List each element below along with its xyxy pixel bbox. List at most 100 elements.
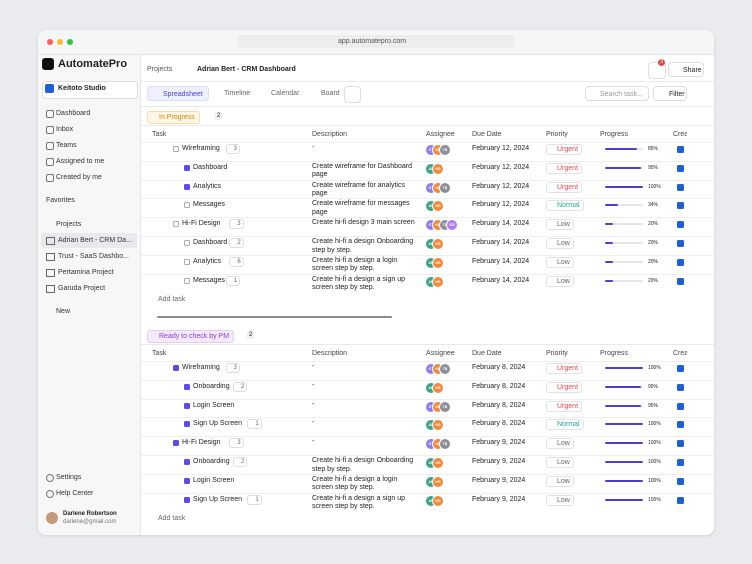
avatar: HG: [432, 257, 444, 269]
nav-item[interactable]: Assigned to me: [56, 158, 104, 165]
nav-item[interactable]: Inbox: [56, 126, 73, 133]
task-name[interactable]: Analytics: [193, 258, 221, 265]
tab[interactable]: Board: [306, 86, 345, 101]
priority: Urgent: [546, 401, 582, 412]
workspace: Keitoto Studio: [58, 85, 106, 92]
hline: [141, 361, 714, 362]
project-icon: [46, 253, 55, 261]
due-date: February 8, 2024: [472, 383, 525, 390]
task-name[interactable]: Wireframing: [182, 145, 220, 152]
checkbox[interactable]: [184, 384, 190, 390]
created-icon: [677, 440, 684, 447]
due-date: February 8, 2024: [472, 364, 525, 371]
new[interactable]: New: [56, 308, 70, 315]
minimize[interactable]: [57, 39, 63, 45]
task-name[interactable]: Dashboard: [193, 239, 227, 246]
created-icon: [677, 278, 684, 285]
checkbox[interactable]: [184, 459, 190, 465]
search[interactable]: Search task...: [585, 86, 649, 101]
checkbox[interactable]: [184, 403, 190, 409]
hline: [141, 217, 714, 218]
created-icon: [677, 384, 684, 391]
column-header: Description: [312, 131, 347, 138]
project[interactable]: Adrian Bert - CRM Da...: [58, 237, 132, 244]
hline: [141, 236, 714, 237]
task-name[interactable]: Sign Up Screen: [193, 420, 242, 427]
description: Create hi-fi a design a sign up screen s…: [312, 276, 420, 293]
progress-label: 100%: [648, 497, 661, 503]
task-name[interactable]: Hi-Fi Design: [182, 220, 221, 227]
checkbox[interactable]: [184, 497, 190, 503]
maximize[interactable]: [67, 39, 73, 45]
created-icon: [677, 365, 684, 372]
due-date: February 9, 2024: [472, 477, 525, 484]
add-tab[interactable]: [344, 86, 361, 103]
checkbox[interactable]: [173, 221, 179, 227]
nav-item[interactable]: Teams: [56, 142, 77, 149]
checkbox[interactable]: [184, 278, 190, 284]
section-title: Projects: [56, 221, 81, 228]
subtask-count: 3: [226, 144, 240, 154]
task-name[interactable]: Messages: [193, 277, 225, 284]
task-name[interactable]: Messages: [193, 201, 225, 208]
checkbox[interactable]: [184, 421, 190, 427]
filter[interactable]: Filter: [653, 86, 687, 101]
column-header: Priority: [546, 131, 568, 138]
checkbox[interactable]: [173, 440, 179, 446]
progress-label: 95%: [648, 384, 658, 390]
checkbox[interactable]: [184, 478, 190, 484]
task-name[interactable]: Dashboard: [193, 164, 227, 171]
due-date: February 12, 2024: [472, 183, 529, 190]
progress-bar: [605, 442, 643, 444]
task-name[interactable]: Sign Up Screen: [193, 496, 242, 503]
tab[interactable]: Spreadsheet: [147, 86, 209, 101]
add-task[interactable]: Add task: [158, 515, 185, 522]
nav-icon: [46, 158, 54, 166]
checkbox[interactable]: [173, 146, 179, 152]
task-name[interactable]: Wireframing: [182, 364, 220, 371]
nav-item[interactable]: Created by me: [56, 174, 102, 181]
project[interactable]: Pertamina Project: [58, 269, 114, 276]
checkbox[interactable]: [184, 184, 190, 190]
checkbox[interactable]: [184, 259, 190, 265]
hline: [141, 380, 714, 381]
section-title: Favorites: [46, 197, 75, 204]
tab[interactable]: Timeline: [209, 86, 255, 101]
hline: [141, 142, 714, 143]
due-date: February 8, 2024: [472, 420, 525, 427]
description: -: [312, 438, 420, 447]
breadcrumb[interactable]: Projects: [147, 66, 172, 73]
add-task[interactable]: Add task: [158, 296, 185, 303]
checkbox[interactable]: [173, 365, 179, 371]
task-name[interactable]: Onboarding: [193, 383, 230, 390]
group-label[interactable]: In Progress: [147, 111, 200, 124]
brand: AutomatePro: [58, 58, 127, 70]
task-name[interactable]: Login Screen: [193, 402, 234, 409]
checkbox[interactable]: [184, 202, 190, 208]
task-name[interactable]: Analytics: [193, 183, 221, 190]
checkbox[interactable]: [184, 165, 190, 171]
priority: Low: [546, 238, 574, 249]
project[interactable]: Garuda Project: [58, 285, 105, 292]
nav-icon: [46, 490, 54, 498]
description: Create hi-fi a design a sign up screen s…: [312, 495, 420, 512]
hline: [141, 274, 714, 275]
checkbox[interactable]: [184, 240, 190, 246]
description: -: [312, 144, 420, 153]
hline: [141, 493, 714, 494]
group-label[interactable]: Ready to check by PM: [147, 330, 234, 343]
task-name[interactable]: Hi-Fi Design: [182, 439, 221, 446]
nav-item[interactable]: Dashboard: [56, 110, 90, 117]
task-name[interactable]: Onboarding: [193, 458, 230, 465]
description: -: [312, 382, 420, 391]
tab[interactable]: Calendar: [256, 86, 304, 101]
task-name[interactable]: Login Screen: [193, 477, 234, 484]
project[interactable]: Trust - SaaS Dashbo...: [58, 253, 129, 260]
column-header: Priority: [546, 350, 568, 357]
close[interactable]: [47, 39, 53, 45]
progress-label: 100%: [648, 184, 661, 190]
share[interactable]: Share: [668, 62, 704, 77]
nav-item[interactable]: Help Center: [56, 490, 93, 497]
nav-item[interactable]: Settings: [56, 474, 81, 481]
progress-bar: [605, 242, 613, 244]
